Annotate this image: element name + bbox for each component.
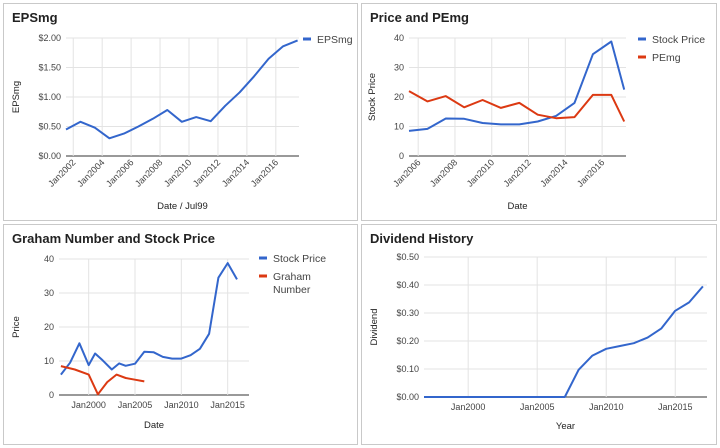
y-tick-label: $1.50 xyxy=(38,63,61,73)
x-tick-label: Jan2010 xyxy=(164,400,199,410)
series-line-stock-price xyxy=(408,40,626,132)
y-tick-label: $0.40 xyxy=(396,280,419,290)
y-axis-title: EPSmg xyxy=(11,81,22,113)
y-tick-label: 40 xyxy=(394,33,404,43)
legend-label: Stock Price xyxy=(273,253,326,265)
x-tick-label: Jan2014 xyxy=(538,157,569,188)
series-line-pemg xyxy=(408,90,626,122)
y-tick-label: $0.10 xyxy=(396,364,419,374)
series-line-epsmg xyxy=(65,39,298,140)
y-tick-label: 20 xyxy=(44,322,54,332)
chart-title: EPSmg xyxy=(12,10,58,25)
y-tick-label: $0.00 xyxy=(396,392,419,402)
legend-label: Stock Price xyxy=(652,34,705,46)
y-tick-label: 40 xyxy=(44,254,54,264)
x-tick-label: Jan2000 xyxy=(451,402,486,412)
chart-title: Price and PEmg xyxy=(370,10,469,25)
price-pemg-chart-panel: Price and PEmg 0 10 20 30 40 Jan2006 Jan2008 Ja… xyxy=(361,3,717,221)
y-axis-title: Stock Price xyxy=(367,73,378,121)
dividend-chart-panel: Dividend History $0.00 $0.10 $0.20 $0.30 $0.… xyxy=(361,224,717,445)
y-tick-label: $0.20 xyxy=(396,336,419,346)
series-line-dividend xyxy=(424,285,704,398)
graham-chart-panel: Graham Number and Stock Price 0 10 20 30 40 J… xyxy=(3,224,358,445)
x-tick-label: Jan2012 xyxy=(501,157,532,188)
y-axis-title: Price xyxy=(11,316,22,338)
y-tick-label: 0 xyxy=(399,151,404,161)
x-tick-label: Jan2015 xyxy=(210,400,245,410)
y-tick-label: $2.00 xyxy=(38,33,61,43)
series-line-stock-price xyxy=(60,262,238,376)
x-tick-label: Jan2006 xyxy=(391,157,422,188)
legend-label: EPSmg xyxy=(317,34,353,46)
graham-chart: 0 10 20 30 40 Jan2000 Jan2005 Jan2010 Jan2015 Dat… xyxy=(11,253,326,431)
y-tick-label: 20 xyxy=(394,92,404,102)
x-tick-label: Jan2000 xyxy=(71,400,106,410)
x-tick-label: Jan2010 xyxy=(589,402,624,412)
x-tick-label: Jan2014 xyxy=(220,157,251,188)
x-tick-label: Jan2015 xyxy=(658,402,693,412)
legend-label: PEmg xyxy=(652,52,681,64)
x-tick-label: Jan2012 xyxy=(191,157,222,188)
x-tick-label: Jan2016 xyxy=(249,157,280,188)
x-tick-label: Jan2010 xyxy=(162,157,193,188)
x-tick-label: Jan2006 xyxy=(104,157,135,188)
chart-title: Dividend History xyxy=(370,231,474,246)
y-tick-label: 10 xyxy=(394,122,404,132)
y-tick-label: 10 xyxy=(44,356,54,366)
y-tick-label: $0.00 xyxy=(38,151,61,161)
eps-chart: $0.00$0.50$1.00$1.50$2.00Jan2002Jan2004J… xyxy=(11,33,353,212)
x-tick-label: Jan2008 xyxy=(428,157,459,188)
x-tick-label: Jan2008 xyxy=(133,157,164,188)
x-axis-title: Date / Jul99 xyxy=(157,201,208,212)
x-axis-title: Year xyxy=(556,421,575,432)
x-tick-label: Jan2002 xyxy=(46,157,77,188)
x-tick-label: Jan2004 xyxy=(75,157,106,188)
x-axis-title: Date xyxy=(144,420,164,431)
y-tick-label: $0.50 xyxy=(396,252,419,262)
y-tick-label: 30 xyxy=(44,288,54,298)
x-axis-title: Date xyxy=(507,201,527,212)
dividend-chart: $0.00 $0.10 $0.20 $0.30 $0.40 $0.50 Jan2000 Jan… xyxy=(369,252,707,432)
y-tick-label: $0.50 xyxy=(38,122,61,132)
y-tick-label: $1.00 xyxy=(38,92,61,102)
y-tick-label: 30 xyxy=(394,63,404,73)
y-tick-label: 0 xyxy=(49,390,54,400)
y-tick-label: $0.30 xyxy=(396,308,419,318)
x-tick-label: Jan2016 xyxy=(575,157,606,188)
x-tick-label: Jan2010 xyxy=(465,157,496,188)
x-tick-label: Jan2005 xyxy=(520,402,555,412)
eps-chart-panel: EPSmg $0.00 $0.50 $1.00 $1.50 $2.00 Jan2002 Ja… xyxy=(3,3,358,221)
y-axis-title: Dividend xyxy=(369,309,380,346)
chart-title: Graham Number and Stock Price xyxy=(12,231,216,246)
legend-label: Graham Number xyxy=(273,271,311,296)
x-tick-label: Jan2005 xyxy=(118,400,153,410)
series-line-graham-number xyxy=(60,365,145,396)
